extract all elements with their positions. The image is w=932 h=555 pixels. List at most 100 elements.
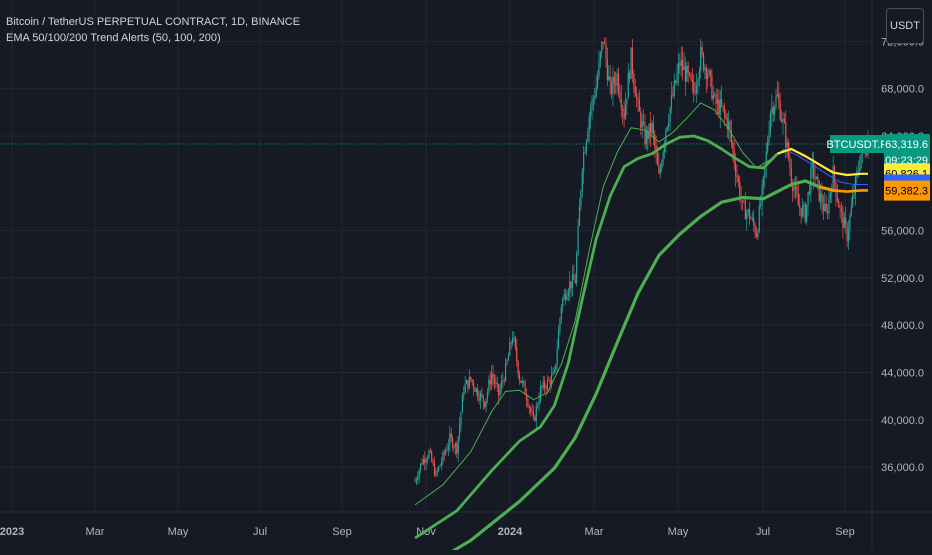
candle-body <box>595 87 597 97</box>
candle-body <box>857 171 859 173</box>
candle-body <box>417 477 419 480</box>
candle-body <box>553 369 555 372</box>
candle-body <box>629 72 631 80</box>
candle-body <box>563 293 565 300</box>
candle-body <box>656 153 659 165</box>
candle-body <box>832 166 834 191</box>
candle-body <box>715 94 717 104</box>
candle-body <box>786 142 788 147</box>
candle-body <box>532 412 535 417</box>
candle-body <box>461 394 463 413</box>
candle-body <box>549 380 551 385</box>
candle-body <box>675 80 677 83</box>
candle-body <box>583 152 585 172</box>
candle-body <box>603 42 606 44</box>
candle-body <box>648 123 650 139</box>
candle-body <box>774 107 776 115</box>
candle-body <box>772 107 774 115</box>
candle-body <box>521 381 523 383</box>
candle-body <box>484 401 486 408</box>
candle-body <box>714 94 716 96</box>
candle-body <box>753 217 755 226</box>
candle-body <box>821 193 823 206</box>
symbol-title[interactable]: Bitcoin / TetherUS PERPETUAL CONTRACT, 1… <box>6 16 301 28</box>
candle-body <box>750 218 752 220</box>
candle-body <box>507 355 509 361</box>
candle-body <box>767 142 769 152</box>
candle-body <box>537 405 539 407</box>
x-tick-label: 2023 <box>0 526 24 538</box>
candle-body <box>725 113 727 118</box>
candle-body <box>601 42 603 53</box>
candle-body <box>556 348 558 365</box>
candle-body <box>700 47 702 71</box>
candle-body <box>428 450 430 458</box>
candle-body <box>506 360 508 364</box>
candle-body <box>493 378 496 384</box>
currency-button[interactable]: USDT <box>886 8 924 44</box>
candle-body <box>728 121 730 130</box>
candle-body <box>764 166 766 178</box>
candle-body <box>686 65 688 82</box>
candle-body <box>850 206 852 216</box>
candle-body <box>644 123 646 145</box>
x-tick-label: Sep <box>835 526 855 538</box>
candle-body <box>509 342 511 356</box>
candle-body <box>489 379 491 385</box>
candle-body <box>488 379 490 392</box>
indicator-title[interactable]: EMA 50/100/200 Trend Alerts (50, 100, 20… <box>6 32 221 44</box>
candle-body <box>826 211 829 214</box>
candle-body <box>799 205 801 209</box>
candle-body <box>578 206 581 226</box>
candle-body <box>539 386 542 401</box>
candle-body <box>496 382 498 385</box>
candle-body <box>615 83 617 86</box>
candle-body <box>741 200 744 202</box>
y-tick-label: 52,000.0 <box>881 273 924 285</box>
candle-body <box>820 193 822 201</box>
candle-body <box>513 337 515 339</box>
candle-body <box>541 386 543 388</box>
candle-body <box>440 462 443 466</box>
candle-body <box>782 118 784 122</box>
candle-body <box>560 306 562 319</box>
candle-body <box>418 470 420 478</box>
candle-body <box>576 254 578 284</box>
candle-body <box>647 130 649 139</box>
candle-body <box>778 94 780 102</box>
candle-body <box>859 168 861 172</box>
candle-body <box>573 274 575 281</box>
candle-body <box>566 296 568 301</box>
candle-body <box>806 204 808 222</box>
candle-body <box>474 388 476 392</box>
candle-body <box>626 98 628 105</box>
candle-body <box>761 185 763 205</box>
candle-body <box>486 391 489 399</box>
candle-body <box>633 73 635 87</box>
candle-body <box>471 379 473 383</box>
y-tick-label: 36,000.0 <box>881 462 924 474</box>
candle-body <box>705 67 707 80</box>
candle-body <box>435 471 437 476</box>
candle-body <box>789 158 791 169</box>
x-tick-label: May <box>668 526 689 538</box>
candle-body <box>424 458 426 463</box>
candle-body <box>499 389 501 396</box>
candle-body <box>702 53 705 71</box>
candle-body <box>813 159 815 177</box>
candle-body <box>612 76 614 94</box>
candle-body <box>765 151 767 167</box>
candle-body <box>538 400 540 406</box>
candle-body <box>755 233 758 237</box>
candle-body <box>680 60 682 66</box>
candle-body <box>683 66 685 71</box>
candle-body <box>470 376 472 380</box>
candle-body <box>631 47 634 74</box>
candle-body <box>744 201 746 220</box>
candle-body <box>779 101 781 120</box>
candle-body <box>446 449 448 451</box>
candle-body <box>447 445 450 450</box>
candle-body <box>429 450 431 453</box>
